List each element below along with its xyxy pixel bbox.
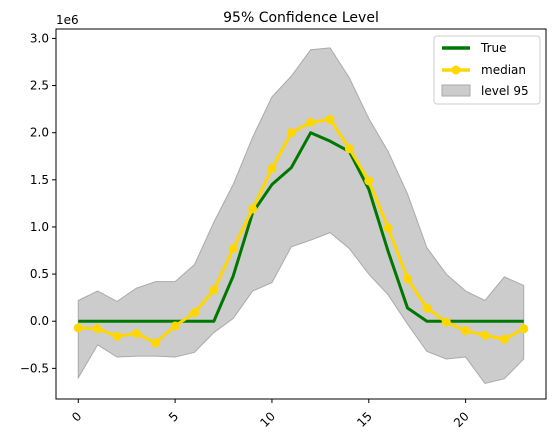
median-point: [189, 308, 199, 318]
median-point: [112, 331, 122, 341]
median-point: [364, 176, 374, 186]
median-point: [228, 244, 238, 254]
median-markers-layer: [73, 115, 529, 348]
y-tick-label: 0.5: [30, 267, 49, 281]
median-point: [422, 303, 432, 313]
legend-band-swatch: [441, 84, 471, 97]
chart-title: 95% Confidence Level: [223, 10, 379, 26]
median-point: [325, 115, 335, 124]
median-point: [441, 317, 451, 327]
median-point: [131, 328, 141, 338]
y-axis: −0.5 0.0 0.5 1.0 1.5 2.0 2.5 3.0: [20, 31, 56, 375]
median-point: [306, 117, 316, 127]
y-tick-label: 1.0: [30, 220, 49, 234]
legend-median-label: median: [481, 63, 526, 77]
y-tick-label: 0.0: [30, 314, 49, 328]
median-point: [248, 204, 258, 214]
median-point: [73, 323, 83, 333]
median-point: [93, 324, 103, 334]
legend-median-marker: [451, 65, 461, 75]
legend-band-label: level 95: [481, 84, 529, 98]
y-tick-label: 2.5: [30, 79, 49, 93]
median-point: [499, 334, 509, 344]
median-point: [461, 326, 471, 336]
y-tick-label: 3.0: [30, 31, 49, 45]
median-point: [267, 164, 277, 174]
median-point: [383, 223, 393, 233]
median-point: [209, 285, 219, 295]
plot-frame: [55, 28, 547, 400]
y-tick-label: 1.5: [30, 173, 49, 187]
median-point: [170, 321, 180, 331]
median-point: [403, 274, 413, 284]
legend: True median level 95: [433, 35, 541, 105]
y-tick-label: −0.5: [20, 361, 49, 375]
median-point: [286, 128, 296, 138]
y-tick-label: 2.0: [30, 126, 49, 140]
median-point: [480, 330, 490, 340]
y-axis-offset-label: 1e6: [56, 13, 79, 27]
confidence-band-layer: [77, 47, 525, 385]
legend-true-label: True: [480, 41, 507, 55]
confidence-band-level-95: [77, 47, 525, 385]
median-point: [151, 338, 161, 348]
median-point: [344, 144, 354, 154]
median-point: [519, 324, 529, 334]
